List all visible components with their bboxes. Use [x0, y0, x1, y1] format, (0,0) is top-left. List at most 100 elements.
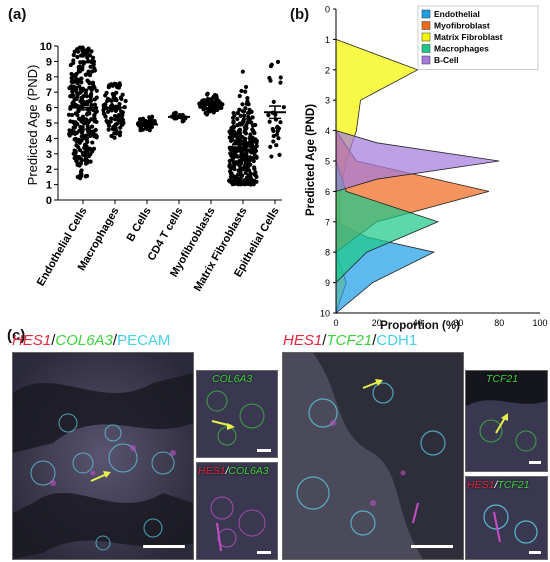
data-point [82, 60, 87, 65]
data-point [246, 102, 251, 107]
data-point [69, 71, 74, 77]
tissue-image [466, 371, 547, 471]
y-tick-label: 10 [320, 309, 330, 319]
data-point [67, 128, 72, 133]
data-point [277, 152, 282, 157]
data-point [275, 128, 280, 134]
data-point [104, 118, 109, 124]
data-point [235, 135, 240, 140]
data-point [248, 132, 253, 137]
micrograph-right-main [282, 352, 464, 560]
data-point [117, 133, 122, 138]
data-point [103, 114, 108, 119]
data-point [267, 119, 272, 124]
data-point [229, 147, 234, 152]
data-point [109, 133, 114, 139]
panel-label-b: (b) [290, 6, 310, 23]
data-point [68, 104, 73, 110]
data-point [120, 112, 125, 118]
tissue-image [197, 463, 277, 559]
data-point [276, 136, 281, 141]
data-point [233, 174, 238, 179]
data-point [243, 170, 248, 176]
data-point [85, 78, 90, 83]
data-point [275, 124, 280, 129]
data-point [206, 108, 211, 114]
x-tick-label: Endothelial Cells [35, 206, 90, 289]
legend-item: Myofibroblast [421, 21, 490, 31]
y-tick-label: 2 [325, 65, 330, 75]
data-point [240, 69, 245, 74]
data-point [268, 144, 273, 149]
data-point [244, 152, 249, 157]
data-point [74, 158, 79, 164]
data-point [281, 105, 286, 110]
data-point [83, 72, 88, 77]
micrograph-left-inset-top [196, 370, 278, 458]
micrograph-right-inset-bottom [465, 476, 548, 560]
y-tick-label: 5 [46, 118, 52, 130]
data-point [79, 172, 84, 177]
legend-item: Macrophages [421, 44, 489, 54]
data-point [228, 165, 233, 170]
data-point [240, 102, 245, 107]
data-point [240, 147, 245, 152]
data-point [84, 94, 90, 99]
data-point [114, 90, 119, 95]
data-point [238, 122, 243, 127]
inset-gene-hes1: HES1 [198, 465, 226, 477]
data-point [266, 113, 271, 118]
legend-item: Matrix Fibroblast [421, 32, 503, 42]
data-point [215, 107, 220, 112]
data-point [109, 98, 114, 103]
inset-label-tcf21: TCF21 [486, 373, 519, 385]
data-point [78, 161, 83, 166]
data-point [72, 137, 77, 142]
data-point [114, 98, 119, 103]
data-point [80, 45, 85, 50]
y-tick-label: 4 [325, 126, 330, 136]
data-point [81, 94, 86, 99]
data-point [233, 139, 238, 144]
data-point [66, 112, 72, 117]
data-point [243, 106, 248, 111]
data-point [90, 140, 95, 145]
legend-swatch [421, 21, 431, 30]
data-point [67, 86, 72, 91]
data-point [248, 182, 253, 187]
data-point [88, 64, 93, 69]
y-tick-label: 7 [46, 87, 52, 99]
data-point [85, 160, 90, 165]
inset-gene-hes1: HES1 [467, 479, 495, 491]
data-point [247, 107, 252, 112]
data-point [239, 88, 244, 94]
data-point [233, 146, 238, 151]
data-point [271, 139, 276, 144]
data-point [81, 50, 86, 55]
data-point [79, 134, 84, 139]
data-point [250, 115, 255, 120]
y-tick-label: 10 [40, 41, 52, 53]
data-point [71, 52, 76, 58]
micrograph-left-main [12, 352, 194, 560]
data-point [85, 51, 90, 56]
data-point [253, 122, 258, 128]
data-point [75, 47, 80, 52]
title-separator: / [372, 332, 377, 349]
inset-label-hes1-tcf21: HES1/TCF21 [467, 479, 529, 491]
data-point [93, 127, 98, 133]
data-point [119, 96, 124, 101]
tissue-image [13, 353, 193, 559]
data-point [85, 100, 90, 105]
data-point [230, 134, 235, 140]
data-point [232, 150, 238, 155]
data-point [240, 151, 245, 156]
data-point [83, 153, 88, 158]
data-point [72, 79, 77, 84]
data-point [205, 92, 210, 97]
data-point [72, 131, 77, 136]
data-point [243, 89, 248, 94]
data-point [238, 113, 243, 118]
y-tick-label: 2 [46, 164, 52, 176]
